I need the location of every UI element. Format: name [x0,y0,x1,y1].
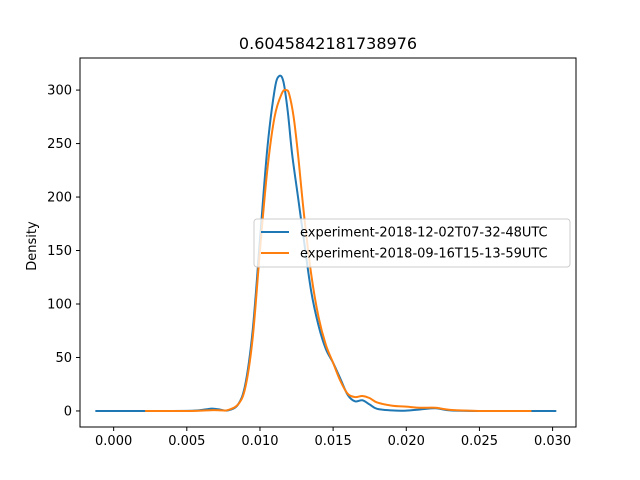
legend-label-2: experiment-2018-09-16T15-13-59UTC [300,247,548,262]
legend-box [253,218,571,268]
x-tick-label: 0.010 [241,434,278,449]
x-tick-label: 0.005 [168,434,205,449]
plot-area: 0.000 0.005 0.010 0.015 0.020 0.025 0.030 0 50 10… [47,57,577,449]
x-tick-label: 0.030 [534,434,571,449]
x-tick-label: 0.025 [461,434,498,449]
y-tick-label: 0 [64,404,72,419]
legend-label-1: experiment-2018-12-02T07-32-48UTC [300,226,548,241]
y-tick-label: 300 [47,84,72,99]
chart-title: 0.6045842181738976 [239,34,417,53]
y-tick-label: 250 [47,137,72,152]
x-tick-label: 0.000 [95,434,132,449]
y-tick-label: 100 [47,298,72,313]
y-axis-label: Density [25,221,40,271]
x-tick-label: 0.015 [315,434,352,449]
legend: experiment-2018-12-02T07-32-48UTC experim… [253,218,571,268]
x-tick-label: 0.020 [388,434,425,449]
y-tick-label: 150 [47,244,72,259]
y-tick-label: 200 [47,191,72,206]
series-line-2 [144,88,532,413]
y-tick-label: 50 [55,351,72,366]
plot-frame [79,57,577,428]
